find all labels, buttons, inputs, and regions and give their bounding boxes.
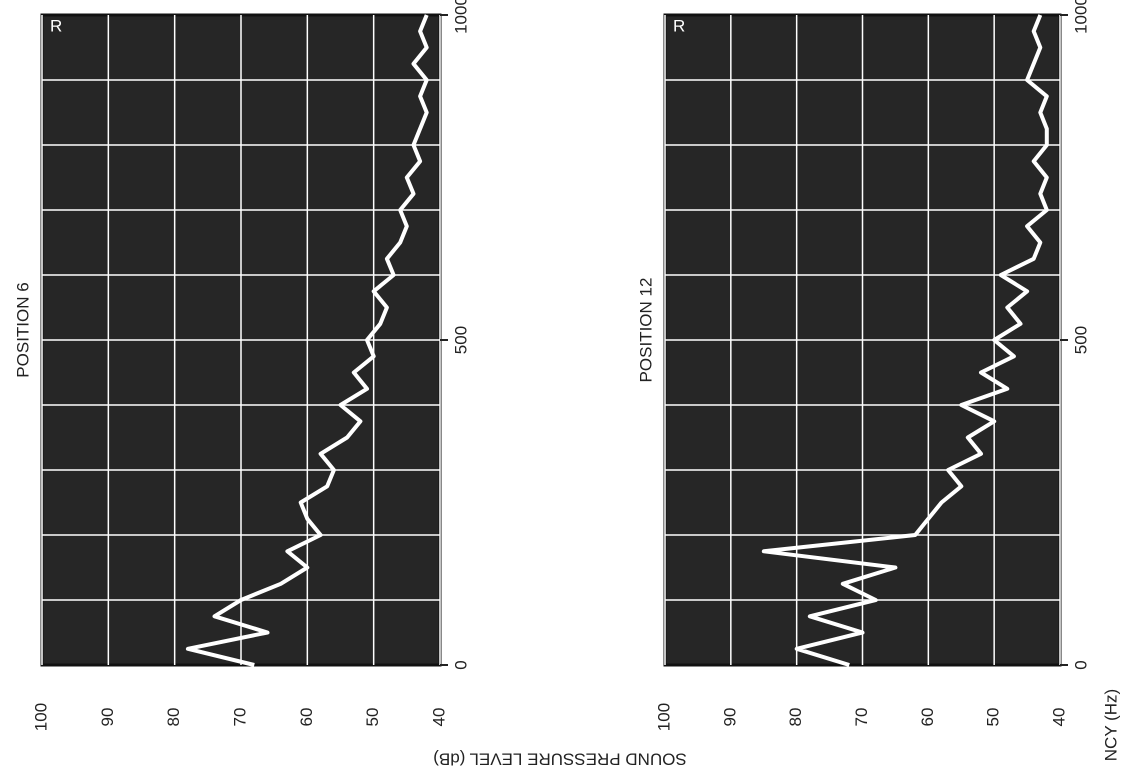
y-tick-label: 50	[984, 708, 1003, 727]
y-tick-label: 90	[720, 708, 739, 727]
y-tick-label: 60	[918, 708, 937, 727]
y-tick-label: 70	[230, 708, 249, 727]
y-tick-label: 80	[786, 708, 805, 727]
y-tick-label: 50	[363, 708, 382, 727]
y-tick-label: 60	[297, 708, 316, 727]
y-axis-label: SOUND PRESSURE LEVEL (dB)	[433, 750, 687, 769]
annotation: R	[673, 16, 685, 35]
y-tick-label: 100	[31, 703, 50, 731]
spectrum-line	[185, 14, 429, 667]
y-tick-label: 70	[852, 708, 871, 727]
chart-title: POSITION 6	[13, 282, 32, 377]
annotation: R	[50, 16, 62, 35]
y-tick-label: 80	[164, 708, 183, 727]
spectrum-line	[761, 14, 1049, 667]
x-axis-label: NCY (Hz)	[1101, 689, 1120, 761]
y-tick-label: 90	[98, 708, 117, 727]
x-tick-label: 500	[451, 326, 470, 354]
chart-title: POSITION 12	[636, 278, 655, 383]
x-tick-label: 0	[451, 660, 470, 669]
y-tick-label: 40	[1049, 708, 1068, 727]
x-tick-label: 0	[1071, 660, 1090, 669]
x-tick-label: 1000	[1071, 0, 1090, 34]
y-tick-label: 40	[429, 708, 448, 727]
y-tick-label: 100	[654, 703, 673, 731]
x-tick-label: 1000	[451, 0, 470, 34]
x-tick-label: 500	[1071, 326, 1090, 354]
